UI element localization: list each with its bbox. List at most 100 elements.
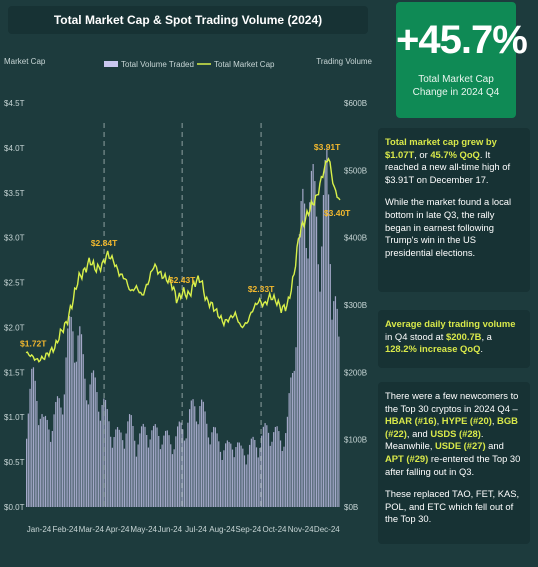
highlight: 45.7% QoQ [430, 148, 480, 160]
volume-bar [267, 432, 270, 507]
y-left-tick-label: $2.5T [4, 279, 25, 288]
volume-bar [195, 421, 198, 507]
volume-bar [31, 368, 33, 507]
volume-bar [314, 181, 316, 507]
y-left-tick-label: $4.0T [4, 144, 25, 153]
volume-bar [202, 401, 204, 507]
volume-bar [254, 439, 256, 507]
volume-bar [96, 392, 98, 507]
volume-bar [92, 370, 95, 507]
x-tick-label: Jan-24 [27, 525, 52, 534]
volume-bar [333, 301, 335, 507]
text: in Q4 stood at [385, 330, 446, 342]
annotation-label: $3.40T [324, 208, 351, 218]
text: , [436, 415, 442, 427]
volume-bar [79, 326, 81, 507]
legend-label-volume: Total Volume Traded [121, 60, 194, 69]
volume-bar [243, 455, 246, 507]
volume-bar [62, 414, 64, 507]
volume-bar [189, 409, 191, 507]
volume-bar [213, 426, 215, 507]
annotation-label: $2.33T [248, 284, 275, 294]
volume-bar [149, 439, 151, 507]
y-left-tick-label: $1.5T [4, 368, 25, 377]
volume-bar [159, 449, 162, 507]
volume-bar [305, 247, 307, 508]
volume-bar [113, 437, 115, 507]
insight-text: While the market found a local bottom in… [385, 196, 512, 258]
volume-bar [219, 451, 222, 507]
highlight: BGB (#22) [385, 415, 518, 439]
volume-bar [252, 436, 254, 507]
volume-bar [175, 436, 177, 507]
volume-bar [134, 440, 136, 507]
y-right-tick-label: $600B [344, 99, 367, 108]
volume-bar [86, 400, 88, 507]
volume-bar [51, 430, 53, 507]
volume-bar [101, 404, 103, 507]
volume-bar [209, 444, 211, 507]
kpi-card: +45.7% Total Market Cap Change in 2024 Q… [396, 2, 528, 118]
volume-bar [297, 285, 299, 507]
text: re-entered the Top 30 after falling out … [385, 452, 521, 477]
volume-bar [27, 413, 29, 507]
volume-bar [192, 399, 194, 507]
volume-bar [298, 234, 301, 507]
volume-bar [324, 159, 326, 507]
market-cap-line [25, 157, 341, 363]
volume-bar [197, 424, 199, 507]
volume-bar [72, 331, 74, 507]
volume-bar [261, 435, 263, 507]
volume-bar [125, 433, 127, 507]
volume-bar [199, 406, 201, 507]
volume-bar [164, 430, 167, 507]
volume-bar [180, 422, 182, 507]
x-tick-label: Feb-24 [52, 525, 78, 534]
volume-bar [249, 444, 251, 507]
volume-bar [74, 362, 76, 507]
insight-panel-volume: Average daily trading volume in Q4 stood… [378, 310, 530, 368]
chart-area: Market Cap Trading Volume Total Volume Tra… [0, 40, 376, 567]
highlight: USDS (#28) [430, 427, 481, 439]
volume-bar [245, 464, 247, 507]
volume-bar [158, 435, 160, 507]
insight-panel-market-cap: Total market cap grew by $1.07T, or 45.7… [378, 128, 530, 292]
annotation-label: $2.43T [169, 275, 196, 285]
insight-text: Total market cap grew by $1.07T, or 45.7… [385, 136, 523, 186]
y-left-tick-label: $1.0T [4, 413, 25, 422]
volume-bar [142, 423, 144, 507]
highlight: Total market cap grew by $1.07T [385, 136, 497, 160]
volume-bar [274, 426, 276, 507]
x-tick-label: Jul-24 [185, 525, 207, 534]
kpi-label-line2: Change in 2024 Q4 [412, 87, 500, 98]
y-left-tick-label: $3.5T [4, 189, 25, 198]
volume-bar [238, 442, 240, 507]
volume-bar [110, 436, 112, 507]
volume-bar [338, 336, 340, 507]
highlight: USDE (#27) [435, 440, 486, 452]
volume-bar [223, 450, 225, 507]
volume-bar [168, 435, 170, 507]
x-tick-label: Nov-24 [288, 525, 314, 534]
volume-bar [170, 444, 172, 507]
volume-bar [161, 444, 163, 507]
y-right-axis-label: Trading Volume [316, 57, 372, 66]
y-right-tick-label: $100B [344, 436, 367, 445]
volume-bar [283, 446, 285, 507]
volume-bar [38, 425, 40, 507]
legend-label-market-cap: Total Market Cap [214, 60, 275, 69]
volume-bar [122, 440, 124, 507]
x-tick-label: Oct-24 [262, 525, 287, 534]
volume-bar [327, 194, 330, 507]
highlight: $200.7B [445, 330, 482, 342]
text: , and [406, 427, 431, 439]
y-left-tick-label: $4.5T [4, 99, 25, 108]
volume-bar [187, 422, 189, 507]
volume-bar [228, 442, 230, 507]
volume-bar [173, 449, 175, 507]
volume-bar [132, 425, 134, 507]
volume-bar [56, 396, 59, 507]
volume-bar [135, 456, 138, 507]
volume-bar [250, 438, 252, 507]
text: . It reached a new all-time high of $3.9… [385, 148, 511, 185]
